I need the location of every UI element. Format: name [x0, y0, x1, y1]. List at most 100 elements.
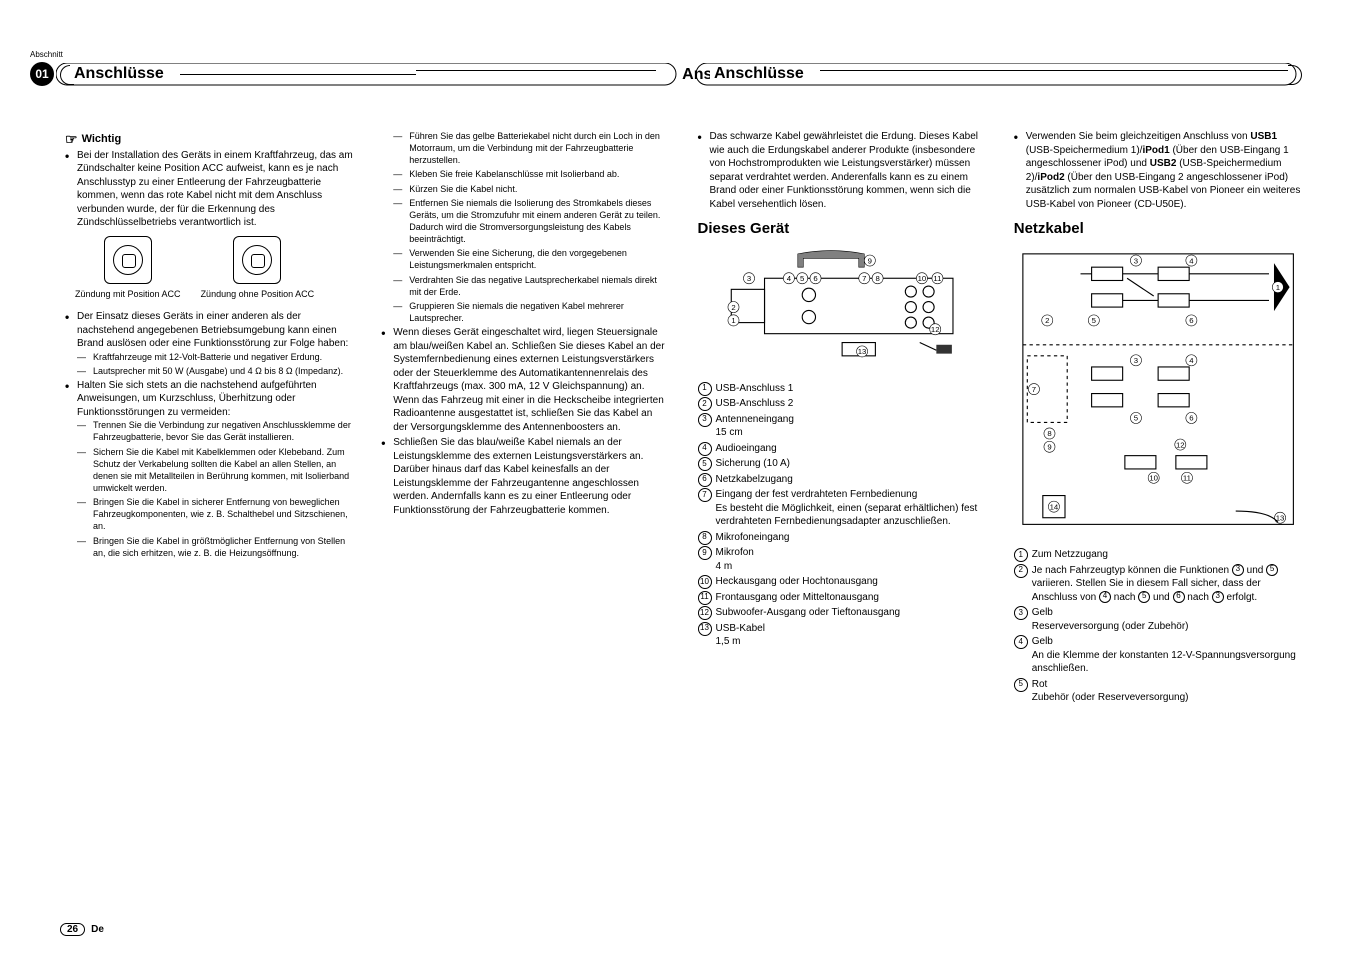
col2-d3: Kürzen Sie die Kabel nicht. [393, 183, 669, 195]
cable-item-5: Rot Zubehör (oder Reserveversorgung) [1014, 678, 1302, 705]
c2m3: nach [1111, 592, 1138, 603]
device-item-7-text: Eingang der fest verdrahteten Fernbedien… [716, 489, 918, 500]
cable-item-4-sub: An die Klemme der konstanten 12-V-Spannu… [1032, 649, 1302, 676]
ignition-label-1: Zündung mit Position ACC [75, 288, 181, 300]
device-item-13: USB-Kabel 1,5 m [698, 622, 986, 649]
column-3: Das schwarze Kabel gewährleistet die Erd… [698, 130, 986, 914]
svg-text:5: 5 [1091, 316, 1095, 325]
c2m4: und [1150, 592, 1172, 603]
col2-b2: Schließen Sie das blau/weiße Kabel niema… [381, 436, 669, 517]
cable-list: Zum Netzzugang Je nach Fahrzeugtyp könne… [1014, 548, 1302, 705]
svg-text:1: 1 [731, 316, 735, 325]
c2end: erfolgt. [1224, 592, 1257, 603]
col2-d5: Verwenden Sie eine Sicherung, die den vo… [393, 247, 669, 271]
wichtig-label: Wichtig [82, 132, 122, 147]
cable-item-3-text: Gelb [1032, 607, 1053, 618]
device-item-13-sub: 1,5 m [716, 635, 986, 649]
svg-text:9: 9 [867, 257, 871, 266]
column-2: Führen Sie das gelbe Batteriekabel nicht… [381, 130, 669, 914]
col1-b2-text: Der Einsatz dieses Geräts in einer ander… [77, 311, 348, 349]
page-number: 26 [60, 923, 85, 936]
hand-icon [65, 130, 78, 149]
content-columns: Wichtig Bei der Installation des Geräts … [65, 130, 1302, 914]
header-outline [56, 63, 1302, 87]
col1-bullet-2: Der Einsatz dieses Geräts in einer ander… [65, 310, 353, 377]
ignition-row: Zündung mit Position ACC Zündung ohne Po… [75, 236, 353, 300]
device-item-6: Netzkabelzugang [698, 473, 986, 487]
svg-text:9: 9 [1047, 443, 1051, 452]
col1-bullet-1: Bei der Installation des Geräts in einem… [65, 149, 353, 230]
svg-text:3: 3 [1134, 356, 1138, 365]
section-number-badge: 01 [30, 62, 54, 86]
device-diagram: 9 3 4 5 6 7 8 10 11 2 1 12 13 [698, 245, 986, 367]
device-item-2: USB-Anschluss 2 [698, 397, 986, 411]
svg-text:6: 6 [813, 274, 817, 283]
device-title: Dieses Gerät [698, 219, 986, 239]
circled-6a: 6 [1173, 591, 1185, 603]
cable-title: Netzkabel [1014, 219, 1302, 239]
svg-text:8: 8 [875, 274, 879, 283]
device-item-11: Frontausgang oder Mitteltonausgang [698, 591, 986, 605]
device-item-5: Sicherung (10 A) [698, 457, 986, 471]
device-list: USB-Anschluss 1 USB-Anschluss 2 Antennen… [698, 382, 986, 649]
page-lang: De [91, 924, 104, 935]
circled-4a: 4 [1099, 591, 1111, 603]
svg-text:7: 7 [862, 274, 866, 283]
svg-text:13: 13 [857, 347, 866, 356]
header-title-right-text: Anschlüsse [714, 65, 804, 83]
svg-text:2: 2 [731, 303, 735, 312]
cable-item-3: Gelb Reserveversorgung (oder Zubehör) [1014, 606, 1302, 633]
col1-b2-d1: Kraftfahrzeuge mit 12-Volt-Batterie und … [77, 351, 353, 363]
ignition-without-acc: Zündung ohne Position ACC [201, 236, 315, 300]
ignition-dial-1 [104, 236, 152, 284]
svg-text:4: 4 [1189, 356, 1194, 365]
circled-5b: 5 [1138, 591, 1150, 603]
cable-item-5-sub: Zubehör (oder Reserveversorgung) [1032, 691, 1302, 705]
col2-d4: Entfernen Sie niemals die Isolierung des… [393, 197, 669, 246]
page-footer: 26 De [60, 923, 104, 936]
col2-d1: Führen Sie das gelbe Batteriekabel nicht… [393, 130, 669, 166]
col2-d2: Kleben Sie freie Kabelanschlüsse mit Iso… [393, 168, 669, 180]
svg-text:5: 5 [1134, 414, 1138, 423]
col1-b3-d3: Bringen Sie die Kabel in sicherer Entfer… [77, 496, 353, 532]
col2-d6: Verdrahten Sie das negative Lautsprecher… [393, 274, 669, 298]
svg-text:2: 2 [1045, 316, 1049, 325]
svg-text:12: 12 [930, 325, 939, 334]
ignition-dial-2 [233, 236, 281, 284]
col4-ipod2: iPod2 [1037, 172, 1064, 183]
col1-b3-d2: Sichern Sie die Kabel mit Kabelklemmen o… [77, 446, 353, 495]
svg-text:8: 8 [1047, 429, 1051, 438]
device-item-7: Eingang der fest verdrahteten Fernbedien… [698, 488, 986, 529]
svg-text:6: 6 [1189, 414, 1193, 423]
col4-b1: Verwenden Sie beim gleichzeitigen Anschl… [1014, 130, 1302, 211]
svg-text:10: 10 [1149, 474, 1158, 483]
cable-item-3-sub: Reserveversorgung (oder Zubehör) [1032, 620, 1302, 634]
svg-text:5: 5 [800, 274, 804, 283]
cable-item-2: Je nach Fahrzeugtyp können die Funktione… [1014, 564, 1302, 605]
svg-text:3: 3 [746, 274, 750, 283]
device-item-9: Mikrofon 4 m [698, 546, 986, 573]
device-item-1: USB-Anschluss 1 [698, 382, 986, 396]
col4-usb2: USB2 [1150, 158, 1177, 169]
device-item-7-sub: Es besteht die Möglichkeit, einen (separ… [716, 502, 986, 529]
section-label: Abschnitt [30, 50, 63, 59]
col1-b3-d4: Bringen Sie die Kabel in größtmöglicher … [77, 535, 353, 559]
svg-text:10: 10 [917, 274, 926, 283]
c2m5: nach [1185, 592, 1212, 603]
cable-item-1: Zum Netzzugang [1014, 548, 1302, 562]
col2-b1: Wenn dieses Gerät eingeschaltet wird, li… [381, 326, 669, 434]
col1-b3-text: Halten Sie sich stets an die nachstehend… [77, 380, 317, 418]
svg-text:14: 14 [1049, 503, 1058, 512]
svg-text:3: 3 [1134, 257, 1138, 266]
svg-text:11: 11 [933, 274, 941, 283]
ignition-with-acc: Zündung mit Position ACC [75, 236, 181, 300]
col4-b1-m1: (USB-Speichermedium 1)/ [1026, 145, 1143, 156]
svg-text:6: 6 [1189, 316, 1193, 325]
cable-diagram: 3 4 1 2 5 6 3 4 7 5 6 8 9 12 10 11 14 13 [1014, 245, 1302, 533]
col2-d7: Gruppieren Sie niemals die negativen Kab… [393, 300, 669, 324]
col4-b1-end: (Über den USB-Eingang 2 angeschlossener … [1026, 172, 1301, 210]
device-item-9-text: Mikrofon [716, 547, 754, 558]
column-1: Wichtig Bei der Installation des Geräts … [65, 130, 353, 914]
wichtig-heading: Wichtig [65, 130, 353, 149]
cable-item-2-pre: Je nach Fahrzeugtyp können die Funktione… [1032, 565, 1232, 576]
